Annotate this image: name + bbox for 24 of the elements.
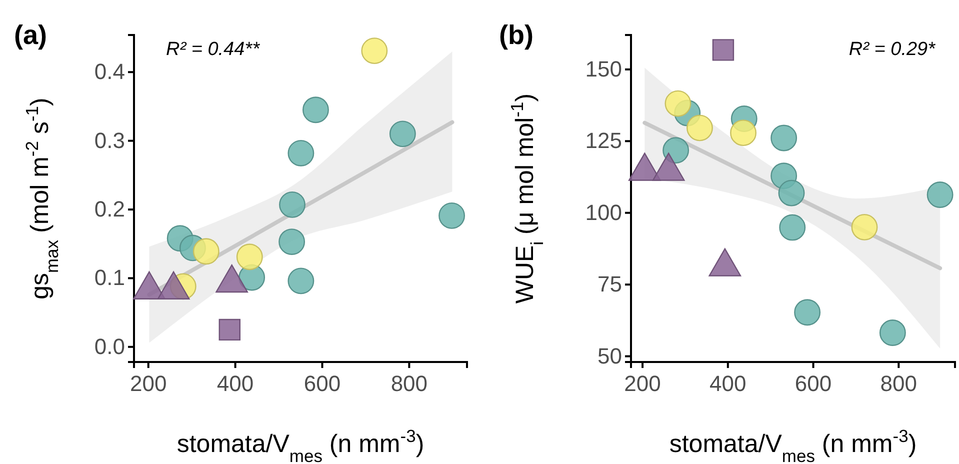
x-tick-label: 600 [794, 370, 832, 396]
chart-title: (a) [14, 20, 47, 50]
y-tick-label: 100 [585, 200, 622, 225]
x-axis-title: stomata/V$_{mes}$ (n mm$^{-3}$) [669, 426, 917, 464]
y-tick-label: 0.4 [94, 59, 125, 84]
x-tick-label: 200 [624, 370, 661, 396]
x-tick-label: 600 [304, 370, 341, 396]
annotation: R² = 0.29* [848, 39, 936, 60]
y-tick-label: 75 [598, 272, 622, 297]
y-tick-label: 50 [598, 343, 622, 368]
x-tick-label: 200 [130, 370, 167, 396]
x-tick-label: 400 [710, 370, 746, 396]
x-tick-label: 800 [390, 370, 428, 396]
chart-title: (b) [499, 20, 534, 50]
annotation: R² = 0.44** [166, 39, 260, 60]
y-tick-label: 0.1 [94, 265, 125, 290]
y-tick-label: 150 [585, 56, 622, 82]
y-tick-label: 0.3 [94, 128, 125, 153]
x-tick-label: 400 [216, 370, 254, 396]
x-axis-title: stomata/V$_{mes}$ (n mm$^{-3}$) [176, 426, 424, 464]
y-tick-label: 125 [585, 128, 622, 154]
y-tick-label: 0.0 [94, 334, 125, 359]
y-tick-label: 0.2 [94, 196, 125, 222]
x-tick-label: 800 [880, 370, 918, 396]
